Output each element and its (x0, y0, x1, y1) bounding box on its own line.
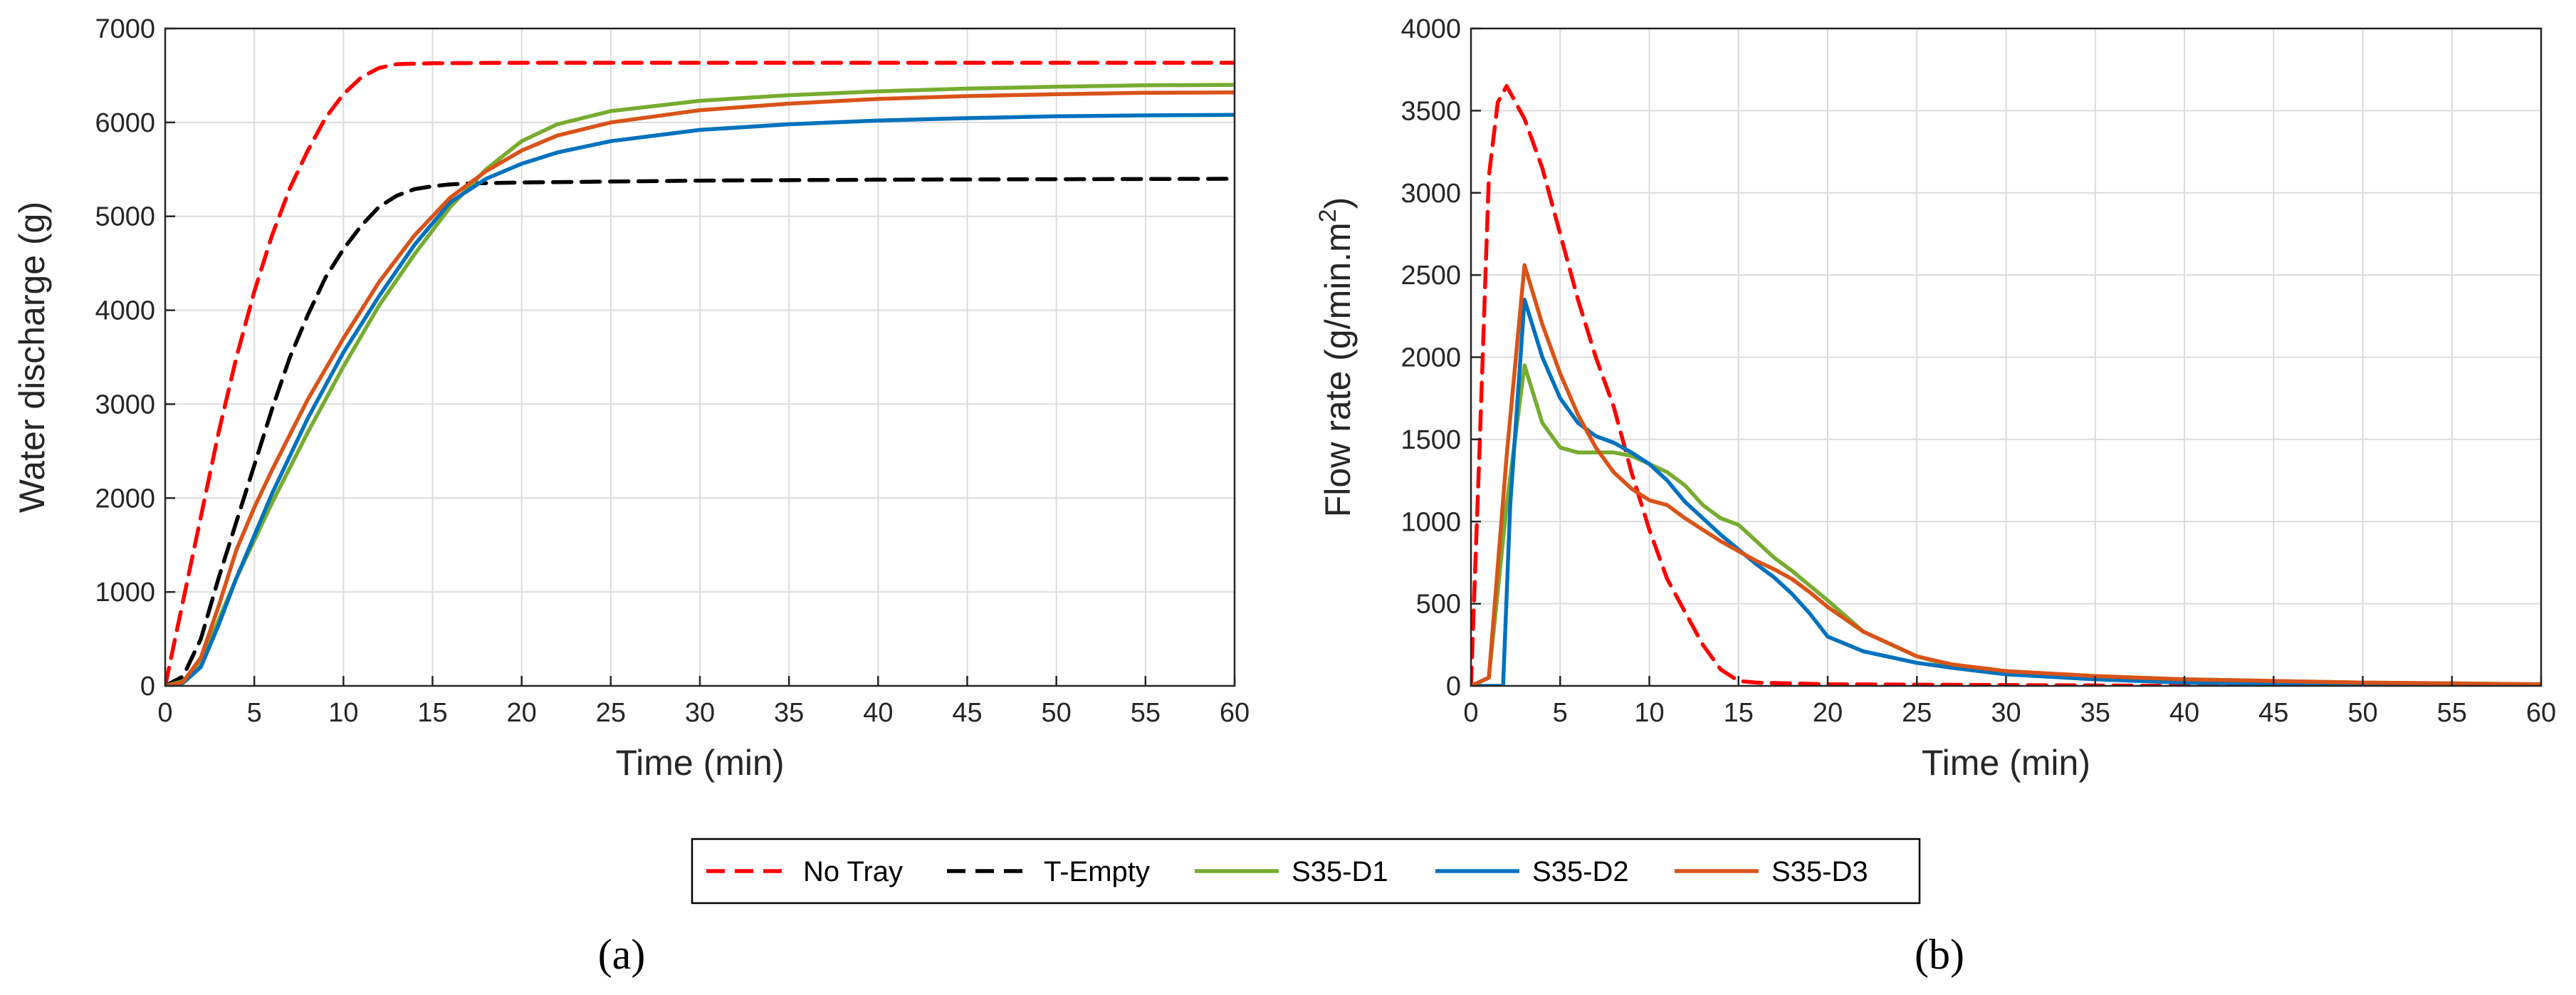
panel-b-x-tick-label: 45 (2258, 698, 2288, 728)
panel-b-y-tick-label: 500 (1416, 590, 1461, 620)
panel-a-x-tick-label: 0 (157, 698, 172, 728)
panel-b-x-tick-label: 30 (1991, 698, 2021, 728)
panel-a-y-tick-label: 5000 (95, 202, 155, 232)
panel-b-x-tick-label: 55 (2437, 698, 2467, 728)
panel-b-y-tick-label: 3500 (1400, 96, 1461, 126)
panel-a-x-tick-label: 5 (247, 698, 262, 728)
panel-b-chart: 0 5 10 15 20 25 30 35 40 45 50 55 60 0 500 1000 1500 2000… (1314, 14, 2556, 783)
panel-a-y-axis-label: Water discharge (g) (12, 202, 52, 513)
legend-label-s35-d1: S35-D1 (1292, 856, 1388, 887)
panel-a-x-axis-label: Time (min) (615, 743, 784, 783)
panel-b-label: (b) (1915, 931, 1964, 978)
panel-b-y-tick-label: 2500 (1400, 261, 1461, 291)
panel-b-x-tick-label: 50 (2347, 698, 2377, 728)
panel-a-x-tick-label: 30 (685, 698, 715, 728)
panel-b-x-tick-label: 0 (1463, 698, 1478, 728)
panel-a-y-tick-label: 0 (140, 672, 155, 702)
panel-b-x-tick-label: 20 (1813, 698, 1843, 728)
panel-b-x-tick-label: 35 (2080, 698, 2110, 728)
panel-b-x-tick-label: 5 (1553, 698, 1568, 728)
panel-a-x-tick-label: 25 (596, 698, 626, 728)
legend-label-s35-d3: S35-D3 (1771, 856, 1868, 887)
panel-b-y-tick-label: 3000 (1400, 179, 1461, 209)
panel-a-x-tick-label: 20 (507, 698, 537, 728)
legend-label-t-empty: T-Empty (1044, 856, 1150, 887)
legend-label-s35-d2: S35-D2 (1532, 856, 1629, 887)
panel-a-y-tick-label: 1000 (95, 578, 155, 608)
panel-a-chart: 0 5 10 15 20 25 30 35 40 45 50 55 60 0 1000 2000 3000 400… (12, 14, 1250, 783)
panel-a-x-tick-label: 50 (1042, 698, 1072, 728)
panel-a-y-tick-label: 3000 (95, 390, 155, 420)
panel-a-series-t-empty (165, 177, 1235, 686)
panel-b-y-axis-label: Flow rate (g/min.m2) (1314, 197, 1358, 518)
panel-a-x-tick-label: 40 (863, 698, 893, 728)
panel-a-y-tick-label: 6000 (95, 108, 155, 138)
panel-b-series-no-tray (1471, 84, 2541, 686)
panel-a-x-tick-label: 45 (952, 698, 982, 728)
panel-b-y-tick-label: 1000 (1400, 507, 1461, 537)
panel-b-x-tick-label: 40 (2169, 698, 2199, 728)
panel-a-series-s35-d2 (165, 113, 1235, 686)
panel-b-x-axis-label: Time (min) (1922, 743, 2090, 783)
panel-a-x-tick-label: 15 (417, 698, 447, 728)
panel-b-x-tick-label: 25 (1902, 698, 1932, 728)
panel-a-x-tick-label: 60 (1220, 698, 1250, 728)
panel-b-x-tick-label: 15 (1724, 698, 1754, 728)
panel-a-y-tick-label: 7000 (95, 14, 155, 44)
legend: No Tray T-Empty S35-D1 S35-D2 S35-D3 (691, 838, 1921, 905)
panel-b-y-tick-label: 1500 (1400, 425, 1461, 455)
legend-label-no-tray: No Tray (803, 856, 903, 887)
panel-b-y-tick-label: 4000 (1400, 14, 1461, 44)
panel-a-label: (a) (598, 931, 646, 978)
panel-a-y-tick-label: 2000 (95, 484, 155, 514)
panel-a-x-tick-label: 10 (328, 698, 358, 728)
panel-a-y-tick-label: 4000 (95, 296, 155, 326)
panel-b-y-tick-label: 2000 (1400, 343, 1461, 373)
panel-a-x-tick-label: 55 (1131, 698, 1161, 728)
panel-a-series-no-tray (165, 61, 1235, 686)
panel-b-x-tick-label: 60 (2526, 698, 2556, 728)
panel-b-x-tick-label: 10 (1634, 698, 1664, 728)
panel-b-series-s35-d2 (1471, 297, 2541, 686)
panel-a-x-tick-label: 35 (774, 698, 804, 728)
panel-b-y-tick-label: 0 (1446, 672, 1461, 702)
panel-a-series-s35-d3 (165, 90, 1235, 686)
